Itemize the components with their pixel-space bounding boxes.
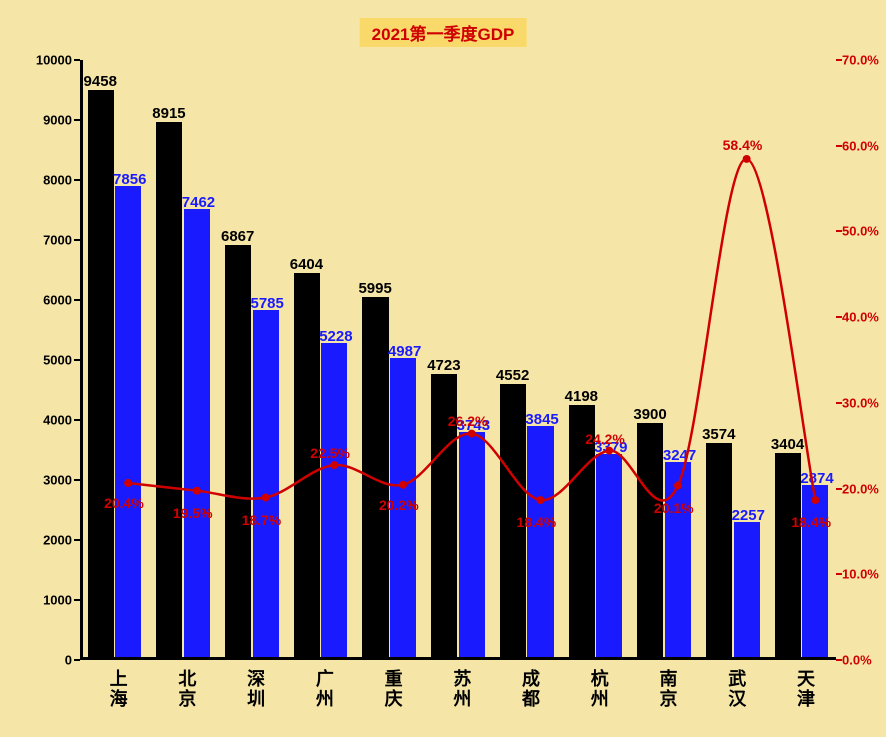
y-left-mark bbox=[74, 659, 80, 661]
x-label: 天津 bbox=[792, 669, 818, 709]
x-label: 南京 bbox=[654, 669, 680, 709]
x-label: 北京 bbox=[173, 669, 199, 709]
line-marker bbox=[468, 430, 476, 438]
x-label: 广州 bbox=[311, 669, 337, 709]
x-label: 成都 bbox=[517, 669, 543, 709]
line-marker bbox=[605, 447, 613, 455]
x-label: 苏州 bbox=[448, 669, 474, 709]
line-marker bbox=[536, 496, 544, 504]
y-right-mark bbox=[836, 230, 842, 232]
x-label: 上海 bbox=[105, 669, 131, 709]
line-label: 20.1% bbox=[654, 500, 694, 516]
y-left-tick: 10000 bbox=[22, 53, 72, 68]
line-marker bbox=[399, 481, 407, 489]
y-right-mark bbox=[836, 316, 842, 318]
y-right-tick: 10.0% bbox=[842, 567, 886, 582]
y-left-tick: 7000 bbox=[22, 233, 72, 248]
x-label: 重庆 bbox=[380, 669, 406, 709]
growth-line bbox=[128, 159, 815, 501]
line-label: 20.4% bbox=[104, 495, 144, 511]
y-right-mark bbox=[836, 659, 842, 661]
y-right-tick: 60.0% bbox=[842, 138, 886, 153]
y-left-tick: 2000 bbox=[22, 533, 72, 548]
y-right-mark bbox=[836, 488, 842, 490]
line-label: 58.4% bbox=[723, 137, 763, 153]
y-left-tick: 6000 bbox=[22, 293, 72, 308]
y-right-tick: 30.0% bbox=[842, 395, 886, 410]
y-left-tick: 0 bbox=[22, 653, 72, 668]
y-right-tick: 70.0% bbox=[842, 53, 886, 68]
y-right-tick: 20.0% bbox=[842, 481, 886, 496]
y-left-tick: 3000 bbox=[22, 473, 72, 488]
y-right-mark bbox=[836, 59, 842, 61]
y-right-tick: 50.0% bbox=[842, 224, 886, 239]
y-left-tick: 4000 bbox=[22, 413, 72, 428]
y-left-tick: 9000 bbox=[22, 113, 72, 128]
line-marker bbox=[330, 461, 338, 469]
line-label: 26.2% bbox=[448, 413, 488, 429]
line-label: 19.5% bbox=[173, 505, 213, 521]
plot-area: 0100020003000400050006000700080009000100… bbox=[80, 60, 836, 660]
line-label: 18.7% bbox=[242, 512, 282, 528]
y-right-mark bbox=[836, 402, 842, 404]
line-marker bbox=[674, 482, 682, 490]
line-marker bbox=[193, 487, 201, 495]
x-label: 深圳 bbox=[242, 669, 268, 709]
chart-title: 2021第一季度GDP bbox=[360, 18, 527, 47]
x-label: 武汉 bbox=[723, 669, 749, 709]
line-marker bbox=[743, 155, 751, 163]
line-label: 22.5% bbox=[310, 445, 350, 461]
line-marker bbox=[811, 496, 819, 504]
line-label: 24.2% bbox=[585, 431, 625, 447]
chart-container: 2021第一季度GDP 0100020003000400050006000700… bbox=[20, 10, 866, 727]
line-marker bbox=[124, 479, 132, 487]
y-left-tick: 8000 bbox=[22, 173, 72, 188]
x-label: 杭州 bbox=[586, 669, 612, 709]
line-label: 18.4% bbox=[791, 514, 831, 530]
line-label: 18.4% bbox=[516, 514, 556, 530]
y-left-tick: 1000 bbox=[22, 593, 72, 608]
y-right-tick: 40.0% bbox=[842, 310, 886, 325]
line-label: 20.2% bbox=[379, 497, 419, 513]
y-right-mark bbox=[836, 573, 842, 575]
line-marker bbox=[262, 494, 270, 502]
y-left-tick: 5000 bbox=[22, 353, 72, 368]
y-right-tick: 0.0% bbox=[842, 653, 886, 668]
y-right-mark bbox=[836, 145, 842, 147]
